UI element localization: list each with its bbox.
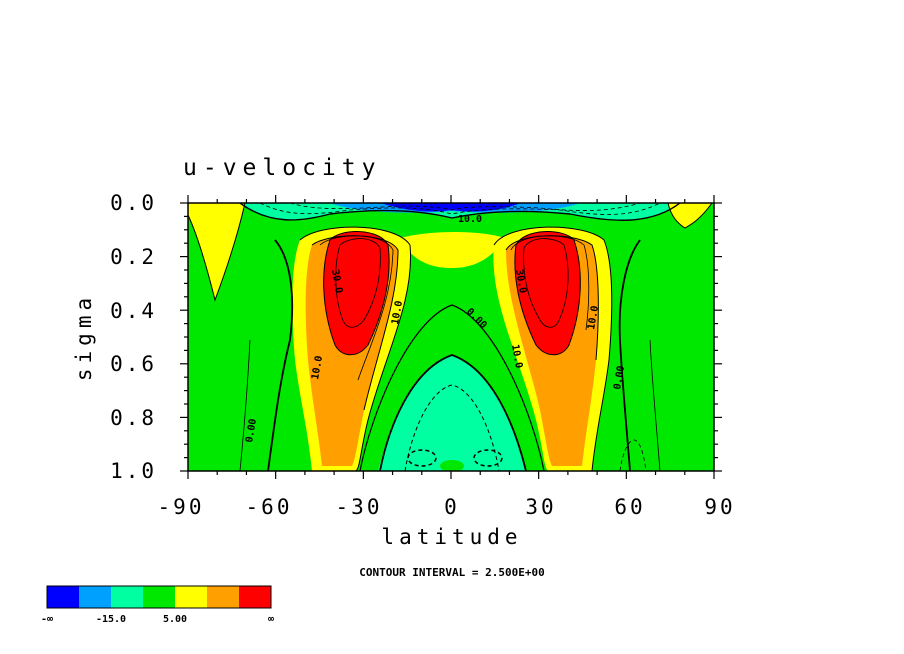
colorbar-swatch [239, 586, 271, 608]
colorbar-label: ∞ [268, 614, 274, 625]
south-jet-red [323, 231, 390, 355]
contour-line [649, 339, 661, 471]
contour-line [319, 235, 394, 381]
contour-line [335, 238, 381, 328]
y-axis-label: sigma [72, 293, 96, 381]
negative-contour [289, 203, 641, 211]
colorbar-label: -∞ [41, 614, 53, 625]
contour-label: 10.0 [586, 305, 601, 331]
surface-green-patch [440, 460, 464, 471]
negative-contour [259, 203, 661, 215]
y-tick-label: 0.0 [110, 191, 157, 215]
contour-line [514, 231, 581, 356]
north-jet-red [514, 231, 581, 355]
x-tick-label: -90 [158, 495, 205, 519]
colorbar-swatch [111, 586, 143, 608]
contour-label: 10.0 [509, 344, 524, 370]
contour-label: 0.00 [244, 418, 259, 444]
x-tick-labels: -90 -60 -30 0 30 60 90 [158, 495, 735, 519]
contour-line [493, 226, 613, 471]
negative-contour [473, 449, 503, 467]
colorbar-swatch [47, 586, 79, 608]
x-tick-label: -60 [246, 495, 293, 519]
contour-line [323, 231, 390, 356]
contour-line [523, 238, 569, 328]
colorbar-label: 5.00 [163, 614, 187, 625]
x-axis-label: latitude [381, 525, 522, 549]
contour-line [188, 203, 246, 302]
colorbar-swatch [143, 586, 175, 608]
x-tick-label: 60 [614, 495, 645, 519]
y-tick-label: 0.4 [110, 299, 157, 323]
colorbar-swatch [79, 586, 111, 608]
x-tick-label: 30 [525, 495, 556, 519]
colorbar-swatch [175, 586, 207, 608]
y-tick-label: 0.8 [110, 406, 157, 430]
tick-marks [180, 195, 722, 479]
contour-line [239, 339, 251, 471]
colorbar-swatch [207, 586, 239, 608]
contour-label: 30.0 [329, 269, 344, 295]
colorbar-label: -15.0 [96, 614, 126, 625]
x-tick-label: 90 [704, 495, 735, 519]
colorbar: -∞ -15.0 5.00 ∞ [41, 585, 274, 625]
filled-contour-field [188, 203, 714, 471]
equatorial-yellow [400, 232, 505, 268]
surface-easterly-cyan [378, 355, 526, 471]
zero-contour [618, 239, 641, 471]
negative-contour [404, 384, 500, 471]
contour-line [299, 226, 412, 471]
contour-line [667, 203, 713, 229]
contour-label: 0.00 [612, 365, 627, 391]
contour-label: 10.0 [390, 300, 405, 326]
x-tick-label: -30 [336, 495, 383, 519]
zero-contour [267, 239, 294, 471]
contour-label: 30.0 [513, 269, 528, 295]
contour-line [510, 235, 590, 331]
south-polar-yellow [188, 203, 245, 300]
chart-title: u-velocity [183, 155, 381, 181]
north-polar-yellow [668, 203, 712, 228]
negative-contour [619, 439, 647, 471]
contour-lines [188, 203, 713, 471]
contour-label: 10.0 [310, 355, 325, 381]
colorbar-frame [46, 585, 272, 609]
y-tick-label: 0.2 [110, 245, 157, 269]
zero-contour [239, 203, 681, 221]
contour-line [359, 304, 545, 471]
contour-interval-text: CONTOUR INTERVAL = 2.500E+00 [359, 566, 544, 579]
contour-line [311, 235, 399, 411]
x-tick-label: 0 [444, 495, 460, 519]
negative-contour [407, 449, 437, 467]
zero-contour [379, 354, 527, 471]
contour-line [505, 235, 599, 361]
y-tick-label: 1.0 [110, 459, 157, 483]
y-tick-label: 0.6 [110, 352, 157, 376]
contour-label: 10.0 [458, 214, 482, 225]
y-tick-labels: 0.0 0.2 0.4 0.6 0.8 1.0 [110, 191, 157, 483]
